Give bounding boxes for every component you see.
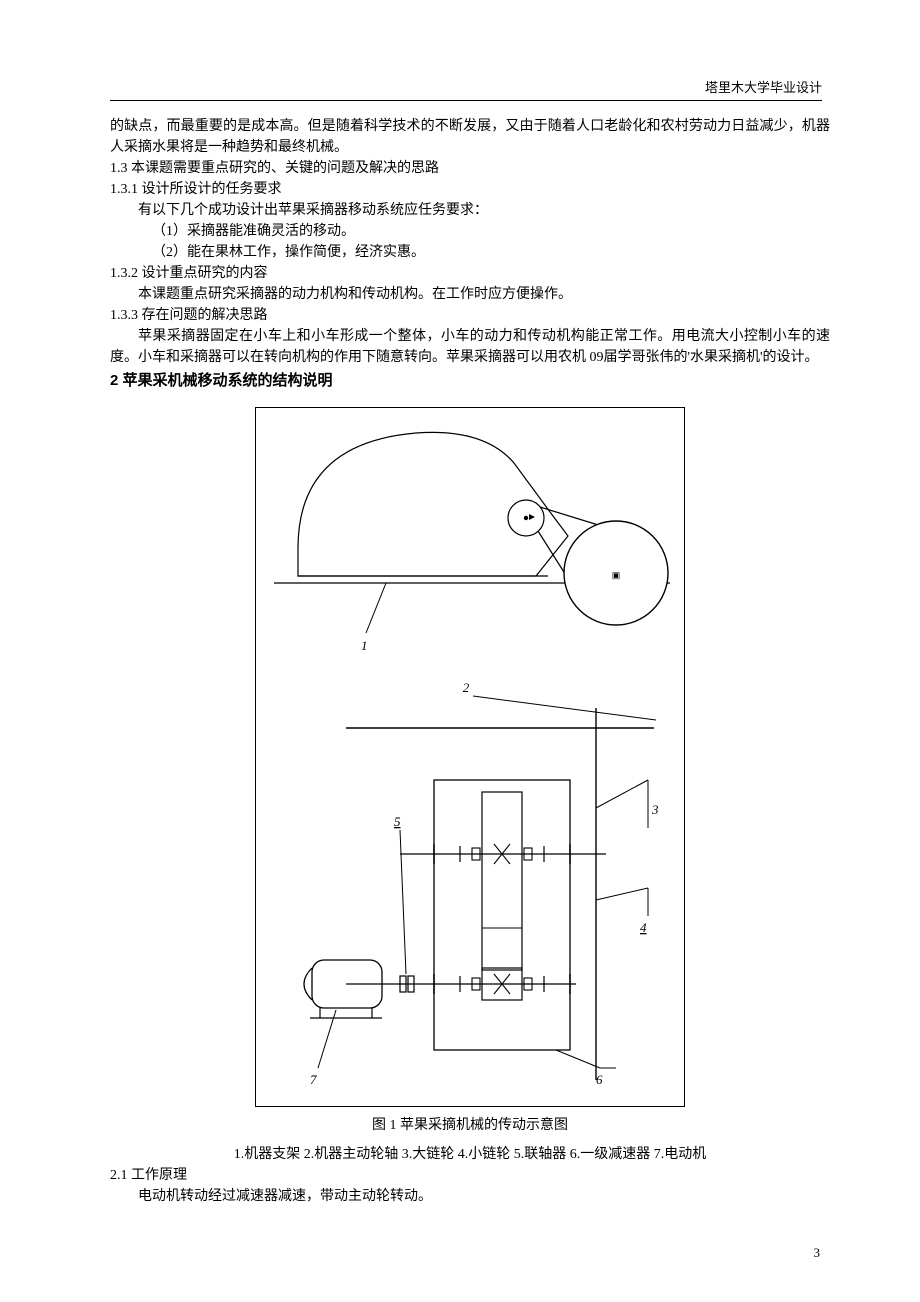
heading-1-3-1: 1.3.1 设计所设计的任务要求 [110, 179, 830, 200]
heading-2: 2 苹果采机械移动系统的结构说明 [110, 370, 830, 393]
figure-wrapper: ▣ 1 2 [255, 407, 685, 1136]
page-number: 3 [814, 1243, 821, 1263]
requirement-item-2: （2）能在果林工作，操作简便，经济实惠。 [110, 242, 830, 263]
paragraph-solution: 苹果采摘器固定在小车上和小车形成一个整体，小车的动力和传动机构能正常工作。用电流… [110, 326, 830, 368]
label-1: 1 [361, 638, 368, 653]
wheel-center-mark: ▣ [612, 570, 621, 580]
label-7: 7 [310, 1072, 317, 1087]
heading-1-3: 1.3 本课题需要重点研究的、关键的问题及解决的思路 [110, 158, 830, 179]
paragraph-principle: 电动机转动经过减速器减速，带动主动轮转动。 [110, 1186, 830, 1207]
paragraph-requirements-intro: 有以下几个成功设计出苹果采摘器移动系统应任务要求： [110, 200, 830, 221]
label-6: 6 [596, 1072, 603, 1087]
header-divider [110, 100, 822, 101]
label-2: 2 [463, 680, 470, 695]
label-4: 4 [640, 920, 647, 935]
figure-box: ▣ 1 2 [255, 407, 685, 1107]
heading-2-1: 2.1 工作原理 [110, 1165, 830, 1186]
page-content: 的缺点，而最重要的是成本高。但是随着科学技术的不断发展，又由于随着人口老龄化和农… [110, 116, 830, 1207]
transmission-diagram: ▣ 1 2 [256, 408, 682, 1104]
label-5: 5 [394, 814, 401, 829]
label-3: 3 [651, 802, 659, 817]
requirement-item-1: （1）采摘器能准确灵活的移动。 [110, 221, 830, 242]
paragraph-continuation: 的缺点，而最重要的是成本高。但是随着科学技术的不断发展，又由于随着人口老龄化和农… [110, 116, 830, 158]
header-university: 塔里木大学毕业设计 [705, 78, 822, 98]
heading-1-3-3: 1.3.3 存在问题的解决思路 [110, 305, 830, 326]
heading-1-3-2: 1.3.2 设计重点研究的内容 [110, 263, 830, 284]
figure-caption: 图 1 苹果采摘机械的传动示意图 [255, 1115, 685, 1136]
parts-list: 1.机器支架 2.机器主动轮轴 3.大链轮 4.小链轮 5.联轴器 6.一级减速… [110, 1144, 830, 1165]
paragraph-content-focus: 本课题重点研究采摘器的动力机构和传动机构。在工作时应方便操作。 [110, 284, 830, 305]
